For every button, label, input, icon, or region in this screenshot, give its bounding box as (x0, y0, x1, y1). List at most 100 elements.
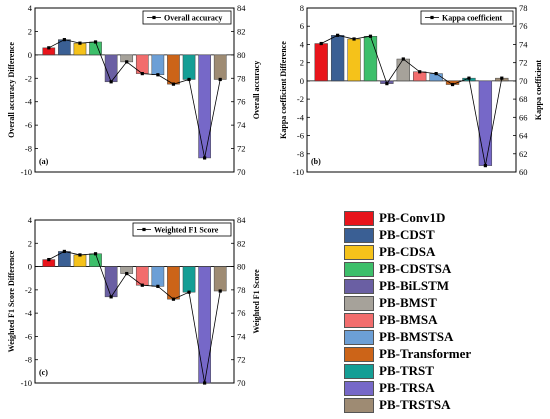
y-right-tick-label: 74 (519, 39, 528, 49)
y-right-tick-label: 84 (237, 215, 246, 225)
legend-point-symbol (152, 15, 156, 20)
legend-swatch (344, 312, 374, 328)
y-right-tick-label: 72 (237, 144, 246, 154)
panel-label: (a) (39, 157, 49, 166)
metric-point (218, 77, 222, 82)
y-right-tick-label: 74 (237, 331, 246, 341)
metric-point (93, 252, 98, 256)
y-right-tick-label: 76 (237, 97, 246, 107)
y-tick-label: -10 (21, 167, 32, 177)
chart-panel-3: -10 -8 -6 -4 -2 0 2 4 70 72 74 76 78 80 82 84 Weighted F… (7, 215, 261, 388)
legend-item-label: PB-TRST (379, 363, 434, 378)
metric-point (156, 73, 160, 77)
y-tick-label: 0 (28, 50, 32, 60)
metric-point (78, 41, 82, 45)
legend-swatch (344, 329, 374, 345)
bar-pb-trsa (198, 54, 211, 159)
plot-frame (306, 7, 517, 173)
y-tick-label: 0 (28, 262, 32, 272)
y-right-axis-label: Weighted F1 Score (252, 269, 261, 334)
metric-point (434, 72, 438, 76)
legend-item: PB-BMST (344, 295, 437, 311)
chart-panel-2: -10-8-6-4-20246860626466687072747678Kapp… (279, 3, 543, 177)
y-tick-label: -8 (25, 355, 32, 365)
y-right-axis-label: Kappa coefficient (534, 60, 543, 121)
bar-pb-bilstm (104, 54, 118, 83)
legend-item-label: PB-TRSTSA (379, 397, 451, 412)
metric-point (125, 271, 129, 276)
bar-pb-bmstsa (151, 54, 165, 76)
legend-point-symbol (142, 227, 146, 232)
legend-swatch (344, 278, 374, 294)
y-tick-label: -8 (297, 149, 304, 159)
bar-pb-trstsa (213, 54, 227, 80)
legend-item-label: PB-Transformer (379, 346, 472, 361)
legend-swatch (344, 227, 374, 243)
metric-point (140, 283, 144, 287)
y-tick-label: 6 (300, 21, 304, 31)
y-tick-label: 4 (300, 39, 305, 49)
legend-label: Overall accuracy (164, 14, 222, 23)
legend-item-label: PB-BiLSTM (379, 278, 450, 293)
bar-pb-trsa (478, 80, 493, 166)
metric-point (319, 41, 323, 46)
legend-item: PB-BiLSTM (344, 278, 449, 294)
metric-point (109, 80, 113, 84)
bar-pb-conv1d (314, 43, 328, 82)
y-tick-label: 0 (300, 76, 304, 86)
y-tick-label: -10 (21, 378, 32, 388)
line-legend (142, 10, 232, 25)
bar-pb-cdsa (347, 38, 361, 82)
y-axis-label: Overall accuracy Difference (7, 42, 16, 138)
y-tick-label: -4 (25, 308, 33, 318)
legend-item-label: PB-BMSTSA (379, 329, 454, 344)
method-legend: PB-Conv1D PB-CDST PB-CDSA PB-CDSTSA PB-BiLST… (344, 210, 544, 416)
metric-point (203, 381, 207, 385)
metric-point (171, 297, 176, 301)
y-tick-label: -2 (297, 94, 304, 104)
metric-point (418, 70, 422, 74)
y-tick-label: 2 (28, 238, 32, 248)
legend-item-label: PB-BMST (379, 295, 437, 310)
bar-pb-cdst (330, 35, 345, 82)
plot-frame (34, 7, 235, 173)
y-right-tick-label: 80 (237, 262, 246, 272)
y-axis-label: Weighted F1 Score Difference (7, 250, 16, 352)
metric-point (171, 82, 176, 86)
y-tick-label: -4 (25, 97, 33, 107)
y-right-tick-label: 68 (519, 94, 528, 104)
legend-label: Kappa coefficient (442, 14, 503, 23)
metric-point (336, 33, 340, 37)
y-right-tick-label: 82 (237, 26, 246, 36)
y-right-tick-label: 60 (519, 167, 528, 177)
y-tick-label: -6 (297, 131, 304, 141)
y-tick-label: 4 (28, 3, 33, 13)
bar-pb-trst (182, 54, 196, 80)
bar-pb-bmstsa (151, 266, 165, 287)
legend-item: PB-TRSA (344, 380, 435, 396)
y-right-tick-label: 76 (237, 308, 246, 318)
y-tick-label: -10 (293, 167, 304, 177)
metric-point (385, 82, 389, 86)
metric-point (109, 295, 113, 299)
legend-point-symbol (430, 15, 434, 20)
bar-pb-trsa (198, 266, 211, 384)
legend-item: PB-Conv1D (344, 210, 445, 226)
metric-point (450, 82, 455, 87)
legend-item-label: PB-CDST (379, 227, 435, 242)
metric-line (48, 39, 221, 159)
metric-point (47, 257, 51, 262)
y-right-tick-label: 70 (237, 378, 246, 388)
metric-point (140, 72, 144, 76)
legend-item-label: PB-CDSTSA (379, 261, 452, 276)
bar-pb-transformer (167, 266, 180, 300)
legend-swatch (344, 244, 374, 260)
bar-pb-bilstm (104, 266, 118, 298)
legend-item-label: PB-TRSA (379, 380, 435, 395)
y-right-tick-label: 78 (237, 73, 246, 83)
y-right-tick-label: 72 (519, 58, 528, 68)
legend-item-label: PB-Conv1D (379, 210, 446, 225)
metric-point (368, 34, 373, 38)
y-tick-label: -6 (25, 331, 32, 341)
y-right-tick-label: 84 (237, 3, 246, 13)
